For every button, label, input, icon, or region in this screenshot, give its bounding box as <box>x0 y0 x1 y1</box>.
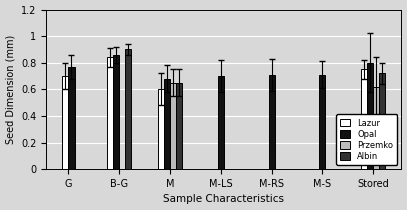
Bar <box>107 58 113 169</box>
Bar <box>361 70 367 169</box>
Bar <box>113 55 119 169</box>
Bar <box>319 75 325 169</box>
Y-axis label: Seed Dimension (mm): Seed Dimension (mm) <box>6 35 15 144</box>
Legend: Lazur, Opal, Przemko, Albin: Lazur, Opal, Przemko, Albin <box>336 114 397 165</box>
Bar <box>170 83 176 169</box>
Bar <box>367 63 373 169</box>
Bar <box>379 74 385 169</box>
Bar <box>373 87 379 169</box>
Bar <box>176 83 182 169</box>
Bar <box>269 75 275 169</box>
Bar <box>158 89 164 169</box>
Bar <box>68 67 74 169</box>
Bar <box>62 76 68 169</box>
Bar <box>218 76 224 169</box>
Bar <box>164 79 170 169</box>
Bar <box>125 50 131 169</box>
X-axis label: Sample Characteristics: Sample Characteristics <box>163 194 284 205</box>
